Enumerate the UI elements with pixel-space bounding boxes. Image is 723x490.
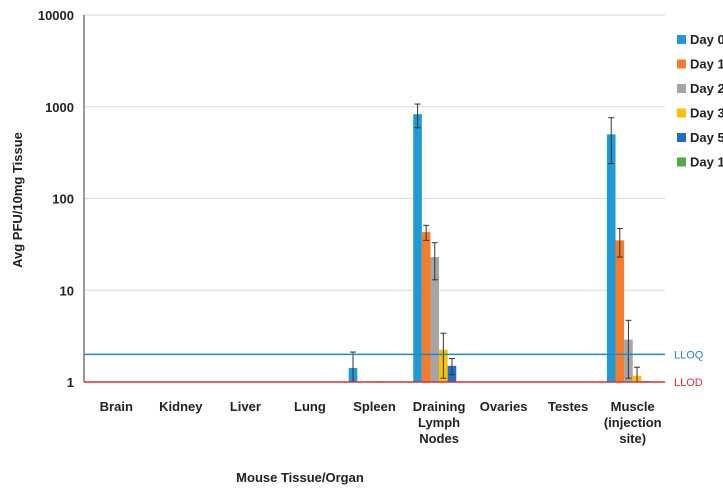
x-tick-label: Nodes [419,431,459,446]
x-tick-label: Brain [100,399,133,414]
reference-label: LLOQ [674,349,704,361]
legend-label: Day 3 [690,106,723,121]
x-tick-label: Spleen [353,399,396,414]
legend-label: Day 0 [690,32,723,47]
legend-label: Day 10 [690,155,723,170]
legend-swatch [677,59,686,69]
x-tick-label: Muscle [611,399,655,414]
bar-day-0 [606,134,616,382]
x-tick-label: Lung [294,399,326,414]
y-tick-label: 1000 [45,100,74,115]
x-tick-label: (injection [604,415,662,430]
legend-swatch [677,35,686,44]
reference-label: LLOD [674,377,703,389]
y-tick-label: 10000 [38,8,74,23]
y-tick-label: 100 [52,192,74,207]
bar-day-1 [421,232,431,382]
bar-day-0 [413,114,422,382]
legend-swatch [677,84,686,93]
x-tick-label: Kidney [159,399,203,414]
legend-swatch [677,157,686,167]
legend-label: Day 1 [690,57,723,72]
x-axis-title: Mouse Tissue/Organ [236,470,364,485]
bar-day-1 [615,240,625,382]
x-tick-label: Testes [548,399,588,414]
x-tick-label: Liver [230,399,261,414]
legend-label: Day 2 [690,81,723,96]
legend-label: Day 5 [690,130,723,145]
bar-day-2 [430,257,440,382]
x-tick-label: Ovaries [480,399,528,414]
y-tick-label: 10 [60,283,74,298]
y-axis-title: Avg PFU/10mg Tissue [10,132,25,268]
legend-swatch [677,108,686,118]
x-tick-label: site) [619,431,646,446]
legend-swatch [677,133,686,142]
x-tick-label: Draining [413,399,466,414]
x-tick-label: Lymph [418,415,460,430]
y-tick-label: 1 [67,375,74,390]
